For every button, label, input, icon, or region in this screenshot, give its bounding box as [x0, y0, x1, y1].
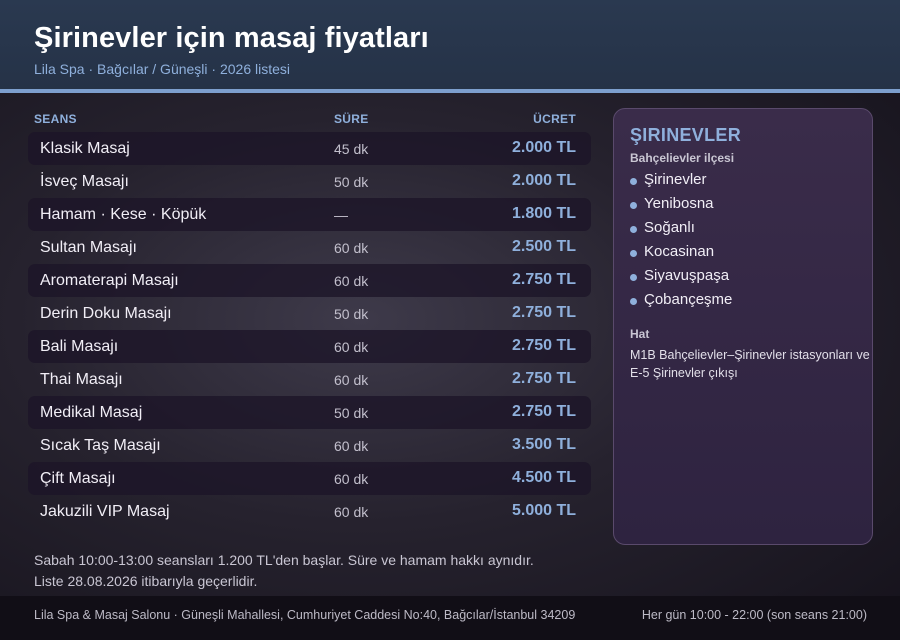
service-price: 4.500 TL	[511, 469, 576, 486]
service-duration: 60 dk	[334, 240, 369, 256]
column-header-price: ÜCRET	[533, 112, 576, 126]
neighborhood-name: Siyavuşpaşa	[644, 267, 730, 284]
page-footer: Lila Spa & Masaj Salonu · Güneşli Mahall…	[0, 596, 900, 640]
service-duration: —	[334, 207, 348, 223]
neighborhood-name: Çobançeşme	[644, 291, 733, 308]
column-header-duration: SÜRE	[334, 112, 369, 126]
service-name: Klasik Masaj	[40, 140, 130, 157]
service-duration: 45 dk	[334, 141, 369, 157]
bullet-dot-icon	[630, 178, 637, 185]
table-row: Sıcak Taş Masajı 60 dk 3.500 TL	[28, 429, 591, 462]
pricing-note: Sabah 10:00-13:00 seansları 1.200 TL'den…	[34, 552, 534, 568]
transit-label: Hat	[630, 327, 650, 341]
service-duration: 60 dk	[334, 372, 369, 388]
service-name: Sultan Masajı	[40, 239, 137, 256]
page-title: Şirinevler için masaj fiyatları	[34, 22, 429, 54]
table-row: Hamam · Kese · Köpük — 1.800 TL	[28, 198, 591, 231]
table-row: Bali Masajı 60 dk 2.750 TL	[28, 330, 591, 363]
table-row: Klasik Masaj 45 dk 2.000 TL	[28, 132, 591, 165]
page-header: Şirinevler için masaj fiyatları Lila Spa…	[0, 0, 900, 89]
neighborhood-name: Şirinevler	[644, 171, 707, 188]
service-name: Sıcak Taş Masajı	[40, 437, 161, 454]
bullet-dot-icon	[630, 226, 637, 233]
footer-hours: Her gün 10:00 - 22:00 (son seans 21:00)	[641, 608, 867, 622]
table-row: Medikal Masaj 50 dk 2.750 TL	[28, 396, 591, 429]
list-item: Yenibosna	[630, 195, 732, 219]
service-price: 5.000 TL	[511, 502, 576, 519]
service-name: Bali Masajı	[40, 338, 119, 355]
panel-district: Bahçelievler ilçesi	[630, 151, 735, 165]
table-row: Jakuzili VIP Masaj 60 dk 5.000 TL	[28, 495, 591, 528]
service-duration: 50 dk	[334, 405, 369, 421]
service-name: Aromaterapi Masajı	[40, 272, 179, 289]
validity-note: Liste 28.08.2026 itibarıyla geçerlidir.	[34, 573, 258, 589]
service-name: Hamam · Kese · Köpük	[40, 206, 207, 223]
service-price: 2.750 TL	[511, 337, 576, 354]
service-duration: 60 dk	[334, 273, 369, 289]
service-price: 2.750 TL	[511, 304, 576, 321]
service-price: 2.750 TL	[511, 403, 576, 420]
table-row: Çift Masajı 60 dk 4.500 TL	[28, 462, 591, 495]
neighborhood-list: Şirinevler Yenibosna Soğanlı Kocasinan S…	[630, 171, 732, 315]
bullet-dot-icon	[630, 298, 637, 305]
service-price: 3.500 TL	[511, 436, 576, 453]
service-price: 2.000 TL	[511, 139, 576, 156]
list-item: Çobançeşme	[630, 291, 732, 315]
footer-address: Lila Spa & Masaj Salonu · Güneşli Mahall…	[34, 608, 576, 622]
table-row: Sultan Masajı 60 dk 2.500 TL	[28, 231, 591, 264]
neighborhood-name: Yenibosna	[644, 195, 714, 212]
service-name: Derin Doku Masajı	[40, 305, 172, 322]
service-duration: 60 dk	[334, 471, 369, 487]
list-item: Siyavuşpaşa	[630, 267, 732, 291]
header-divider	[0, 89, 900, 93]
page-subtitle: Lila Spa · Bağcılar / Güneşli · 2026 lis…	[34, 61, 291, 77]
service-duration: 60 dk	[334, 438, 369, 454]
neighborhood-name: Kocasinan	[644, 243, 715, 260]
service-duration: 50 dk	[334, 306, 369, 322]
table-row: İsveç Masajı 50 dk 2.000 TL	[28, 165, 591, 198]
service-name: Medikal Masaj	[40, 404, 143, 421]
service-duration: 60 dk	[334, 504, 369, 520]
list-item: Soğanlı	[630, 219, 732, 243]
service-name: Çift Masajı	[40, 470, 116, 487]
price-table: Klasik Masaj 45 dk 2.000 TL İsveç Masajı…	[28, 132, 591, 528]
transit-text: M1B Bahçelievler–Şirinevler istasyonları…	[630, 348, 870, 380]
service-name: İsveç Masajı	[40, 173, 129, 190]
panel-title: ŞIRINEVLER	[630, 125, 742, 145]
service-price: 1.800 TL	[511, 205, 576, 222]
service-price: 2.750 TL	[511, 271, 576, 288]
bullet-dot-icon	[630, 250, 637, 257]
service-name: Jakuzili VIP Masaj	[40, 503, 170, 520]
list-item: Şirinevler	[630, 171, 732, 195]
table-row: Thai Masajı 60 dk 2.750 TL	[28, 363, 591, 396]
service-name: Thai Masajı	[40, 371, 123, 388]
service-price: 2.000 TL	[511, 172, 576, 189]
table-row: Derin Doku Masajı 50 dk 2.750 TL	[28, 297, 591, 330]
bullet-dot-icon	[630, 274, 637, 281]
list-item: Kocasinan	[630, 243, 732, 267]
service-duration: 50 dk	[334, 174, 369, 190]
bullet-dot-icon	[630, 202, 637, 209]
neighborhood-name: Soğanlı	[644, 219, 695, 236]
district-panel: ŞIRINEVLER Bahçelievler ilçesi Şirinevle…	[613, 108, 873, 545]
column-header-service: SEANS	[34, 112, 77, 126]
service-price: 2.500 TL	[511, 238, 576, 255]
service-price: 2.750 TL	[511, 370, 576, 387]
table-row: Aromaterapi Masajı 60 dk 2.750 TL	[28, 264, 591, 297]
service-duration: 60 dk	[334, 339, 369, 355]
